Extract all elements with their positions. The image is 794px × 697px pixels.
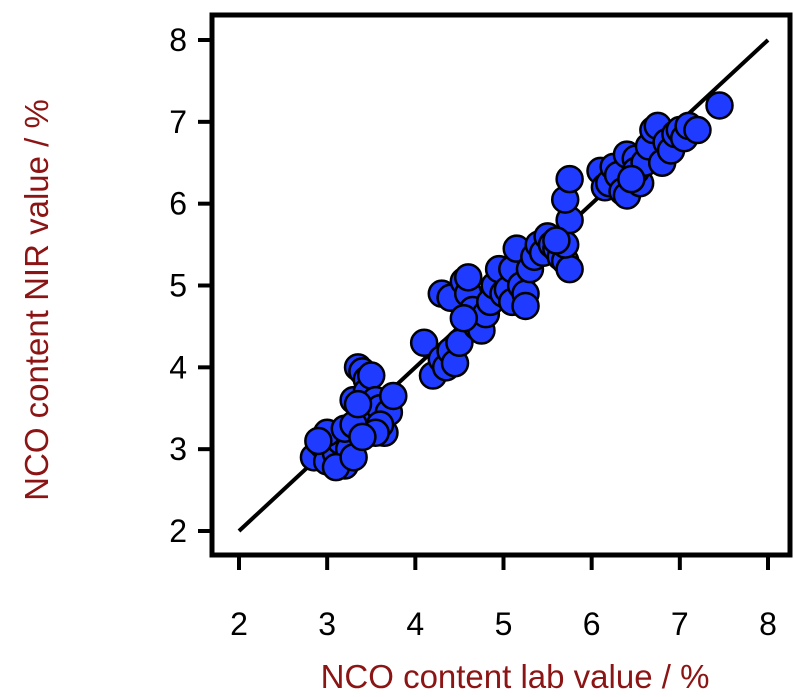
- data-point: [555, 164, 584, 194]
- x-tick-label: 8: [759, 606, 777, 642]
- data-point: [379, 381, 408, 411]
- data-point: [453, 263, 483, 292]
- data-points: [299, 91, 734, 482]
- y-tick-label: 8: [169, 22, 187, 58]
- y-tick-label: 7: [169, 104, 187, 140]
- x-tick-label: 4: [406, 606, 424, 642]
- x-tick-label: 7: [671, 606, 689, 642]
- y-axis-title: NCO content NIR value / %: [18, 99, 55, 501]
- y-tick-label: 4: [169, 349, 187, 385]
- x-axis-ticks: 2 3 4 5 6 7 8: [230, 555, 777, 642]
- y-tick-label: 5: [169, 268, 187, 304]
- data-point: [542, 226, 571, 255]
- x-tick-label: 5: [495, 606, 513, 642]
- data-point: [683, 115, 712, 145]
- data-point: [348, 422, 377, 452]
- x-tick-label: 6: [583, 606, 601, 642]
- data-point: [617, 164, 646, 194]
- data-point: [343, 389, 373, 419]
- data-point: [511, 291, 540, 321]
- y-tick-label: 2: [169, 513, 187, 549]
- data-point: [705, 91, 734, 120]
- data-point: [304, 426, 333, 456]
- y-tick-label: 3: [169, 431, 187, 467]
- data-point: [555, 254, 584, 284]
- x-tick-label: 3: [318, 606, 336, 642]
- data-point: [357, 361, 386, 390]
- x-tick-label: 2: [230, 606, 248, 642]
- y-axis-ticks: 2 3 4 5 6 7 8: [169, 22, 212, 549]
- y-tick-label: 6: [169, 186, 187, 222]
- data-point: [409, 328, 439, 358]
- x-axis-title: NCO content lab value / %: [321, 658, 710, 695]
- data-point: [449, 303, 479, 333]
